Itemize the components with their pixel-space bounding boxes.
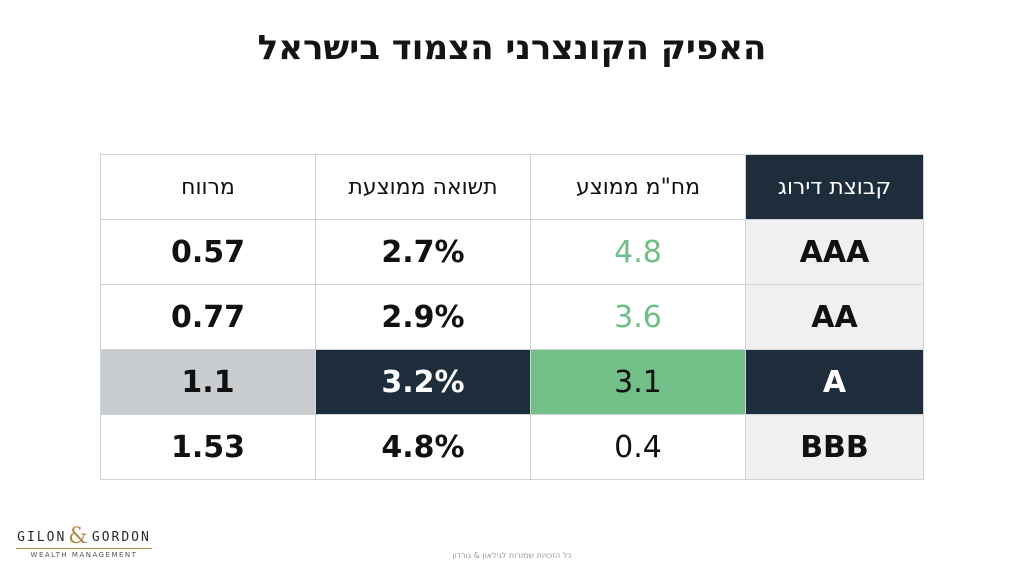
cell-spread: 0.57 (100, 219, 316, 285)
header-spread: מרווח (100, 154, 316, 220)
cell-yield: 3.2% (315, 349, 531, 415)
cell-rating: BBB (745, 414, 924, 480)
cell-rating: AA (745, 284, 924, 350)
logo-ampersand: & (68, 524, 90, 549)
cell-rating: AAA (745, 219, 924, 285)
table-row-highlighted: A 3.1 3.2% 1.1 (100, 349, 924, 415)
cell-yield: 2.7% (315, 219, 531, 285)
cell-spread: 1.53 (100, 414, 316, 480)
logo-word-gordon: GORDON (91, 529, 151, 545)
company-logo: GILON & GORDON WEALTH MANAGEMENT (16, 524, 152, 559)
logo-wordmark: GILON & GORDON (16, 524, 152, 549)
header-avg-duration: מח"מ ממוצע (530, 154, 746, 220)
logo-divider (16, 548, 152, 549)
table-row: AAA 4.8 2.7% 0.57 (100, 219, 924, 285)
cell-yield: 2.9% (315, 284, 531, 350)
cell-yield: 4.8% (315, 414, 531, 480)
cell-duration: 3.1 (530, 349, 746, 415)
logo-tagline: WEALTH MANAGEMENT (30, 551, 138, 559)
cell-spread: 0.77 (100, 284, 316, 350)
table-header-row: קבוצת דירוג מח"מ ממוצע תשואה ממוצעת מרוו… (100, 154, 924, 220)
table-row: AA 3.6 2.9% 0.77 (100, 284, 924, 350)
header-rating-group: קבוצת דירוג (745, 154, 924, 220)
table-row: BBB 0.4 4.8% 1.53 (100, 414, 924, 480)
cell-spread: 1.1 (100, 349, 316, 415)
cell-rating: A (745, 349, 924, 415)
slide-title: האפיק הקונצרני הצמוד בישראל (257, 28, 767, 68)
header-avg-yield: תשואה ממוצעת (315, 154, 531, 220)
logo-word-gilon: GILON (17, 529, 67, 545)
cell-duration: 3.6 (530, 284, 746, 350)
cell-duration: 4.8 (530, 219, 746, 285)
copyright-footer: כל הזכויות שמורות לגילאון & גורדון (452, 551, 572, 560)
cell-duration: 0.4 (530, 414, 746, 480)
rating-table: קבוצת דירוג מח"מ ממוצע תשואה ממוצעת מרוו… (100, 154, 924, 480)
